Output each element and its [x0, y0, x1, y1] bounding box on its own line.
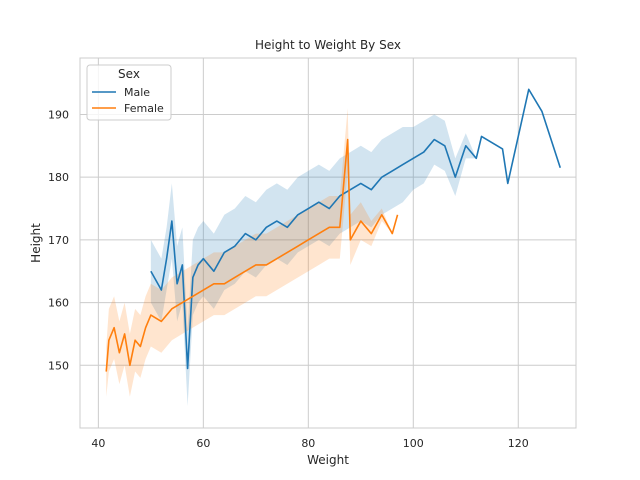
legend-label-male: Male — [124, 86, 150, 99]
line-female — [105, 138, 399, 372]
y-tick-label: 190 — [48, 108, 69, 121]
line-male — [150, 88, 562, 370]
grid — [80, 58, 576, 428]
y-tick-label: 150 — [48, 359, 69, 372]
y-tick-label: 160 — [48, 297, 69, 310]
y-axis-label: Height — [29, 223, 43, 263]
series-lines — [105, 88, 562, 372]
band-female — [106, 108, 398, 397]
x-axis-label: Weight — [307, 453, 349, 467]
x-tick-label: 80 — [301, 437, 315, 450]
x-tick-label: 120 — [508, 437, 529, 450]
legend-label-female: Female — [124, 102, 164, 115]
legend-title: Sex — [118, 67, 140, 81]
legend-box — [86, 64, 172, 121]
y-tick-labels: 150 160 170 180 190 — [48, 108, 69, 372]
y-tick-label: 180 — [48, 171, 69, 184]
plot-frame — [79, 57, 577, 429]
x-tick-label: 100 — [403, 437, 424, 450]
x-tick-label: 60 — [196, 437, 210, 450]
x-tick-labels: 40 60 80 100 120 — [91, 437, 528, 450]
y-tick-label: 170 — [48, 234, 69, 247]
x-tick-label: 40 — [91, 437, 105, 450]
legend: Sex Male Female — [86, 64, 172, 121]
chart-title: Height to Weight By Sex — [255, 38, 401, 52]
